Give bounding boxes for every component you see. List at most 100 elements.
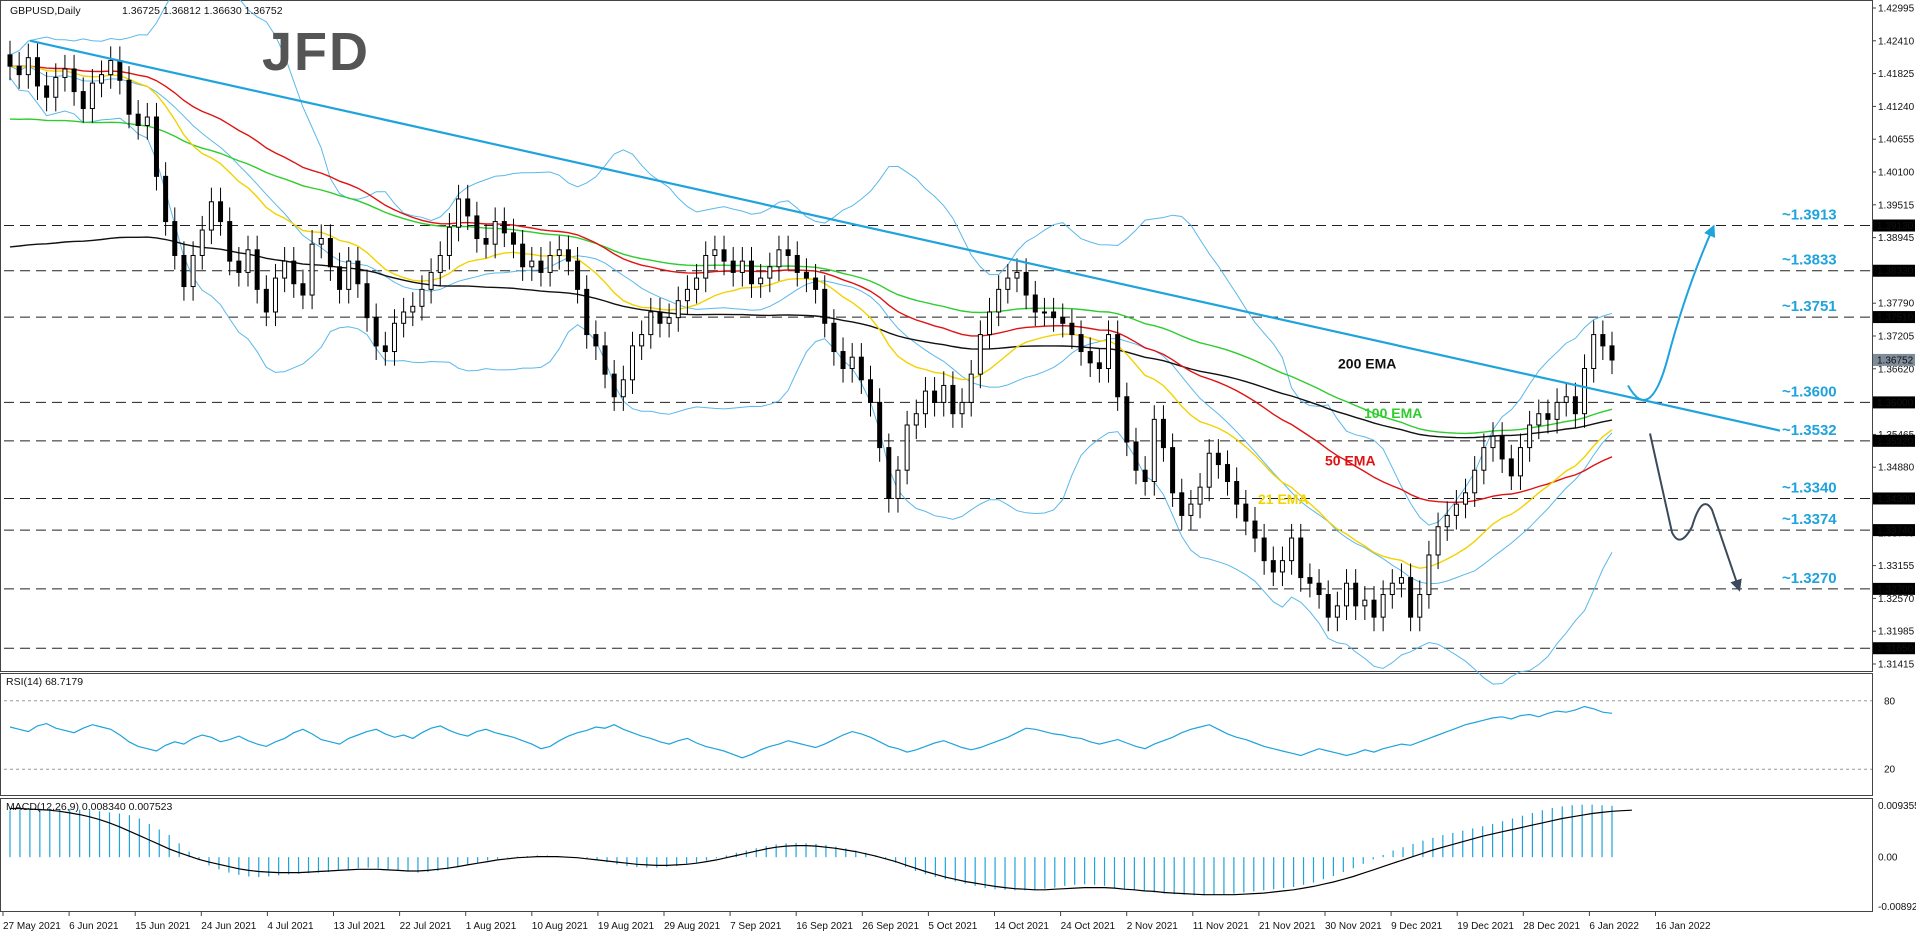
candle-body	[1499, 435, 1505, 460]
candle	[483, 224, 489, 259]
candle-body	[803, 271, 809, 279]
candle	[1289, 523, 1295, 575]
candle-body	[465, 198, 471, 217]
candle-body	[1106, 334, 1112, 369]
candle	[355, 246, 361, 298]
rsi-line	[9, 705, 1613, 759]
candle-body	[80, 91, 86, 110]
candle	[1344, 569, 1350, 620]
candle-body	[1334, 605, 1340, 618]
candle	[1142, 456, 1148, 496]
time-tick-label: 10 Aug 2021	[532, 921, 589, 932]
candle-body	[300, 283, 306, 296]
candle	[1270, 546, 1276, 587]
candle-body	[1572, 396, 1578, 415]
time-tick-label: 16 Jan 2022	[1656, 921, 1711, 932]
candle-body	[337, 266, 343, 290]
candle	[510, 218, 516, 259]
candle-body	[785, 249, 791, 256]
candle-body	[1344, 582, 1350, 607]
candle	[1408, 563, 1414, 632]
macd-tick-label: -0.008928	[1878, 902, 1916, 913]
candle-body	[483, 238, 489, 245]
level-label: ~1.3913	[1782, 207, 1837, 224]
price-tag-label: 1.35320	[1877, 436, 1914, 447]
candle-body	[529, 260, 535, 268]
price-tag-box	[1873, 642, 1915, 655]
candle-body	[1078, 334, 1084, 353]
time-tick-label: 22 Jul 2021	[400, 921, 452, 932]
candle-body	[1362, 599, 1368, 607]
candle-body	[1014, 271, 1020, 279]
candle-body	[1398, 577, 1404, 584]
candle-body	[1536, 413, 1542, 426]
candle	[99, 60, 105, 98]
candle	[831, 309, 837, 366]
candle-body	[1051, 311, 1057, 319]
candle-body	[538, 260, 544, 273]
candle-body	[1600, 334, 1606, 347]
candle-body	[1032, 294, 1038, 313]
candle	[34, 43, 40, 101]
candle	[611, 360, 617, 411]
candle-body	[1517, 447, 1523, 477]
time-tick-label: 29 Aug 2021	[664, 921, 721, 932]
price-tag-label: 1.36000	[1877, 398, 1914, 409]
candle-body	[1545, 413, 1551, 420]
candle	[25, 43, 31, 89]
bollinger-lower	[9, 77, 1613, 685]
candle-body	[657, 311, 663, 324]
macd-tick-label: 0.00	[1878, 853, 1898, 864]
candle-body	[629, 345, 635, 381]
ema100-line	[9, 118, 1613, 435]
candle	[822, 275, 828, 338]
rsi-indicator: 80 20	[4, 696, 1896, 776]
candle	[1426, 540, 1432, 609]
candle	[71, 54, 77, 106]
candle	[1023, 258, 1029, 310]
candle-body	[474, 215, 480, 240]
candle	[1472, 456, 1478, 507]
candle-body	[1133, 441, 1139, 471]
candle-body	[895, 469, 901, 499]
candle	[1527, 410, 1533, 462]
candle-body	[1279, 560, 1285, 573]
candle	[16, 52, 22, 89]
candle-body	[1591, 334, 1597, 369]
price-tag-box	[1873, 264, 1915, 277]
candle-body	[520, 243, 526, 268]
candle-body	[401, 311, 407, 324]
candle-body	[208, 201, 214, 231]
time-tick-label: 7 Sep 2021	[730, 921, 782, 932]
candle	[1609, 331, 1615, 375]
price-tick-label: 1.31985	[1878, 627, 1915, 638]
candle-body	[813, 277, 819, 290]
candle	[886, 433, 892, 513]
candle-body	[144, 116, 150, 126]
candle-body	[684, 288, 690, 302]
candle	[538, 246, 544, 287]
candle	[895, 456, 901, 513]
candle-body	[1490, 435, 1496, 449]
candle	[89, 68, 95, 123]
candle-body	[1234, 481, 1240, 505]
candle	[437, 241, 443, 287]
candle	[190, 241, 196, 301]
candle	[785, 235, 791, 270]
candle	[1316, 569, 1322, 609]
candle	[309, 230, 315, 310]
candle	[758, 263, 764, 298]
candle	[1078, 320, 1084, 366]
candle	[712, 235, 718, 270]
candle-body	[1298, 537, 1304, 579]
candle	[840, 337, 846, 383]
candle	[410, 292, 416, 327]
candle	[1481, 433, 1487, 485]
candle-body	[822, 288, 828, 324]
price-tick-label: 1.34880	[1878, 463, 1915, 474]
candle	[629, 331, 635, 394]
candle	[1600, 320, 1606, 361]
candle	[1508, 444, 1514, 490]
candle-body	[1289, 537, 1295, 562]
candle	[1545, 399, 1551, 434]
